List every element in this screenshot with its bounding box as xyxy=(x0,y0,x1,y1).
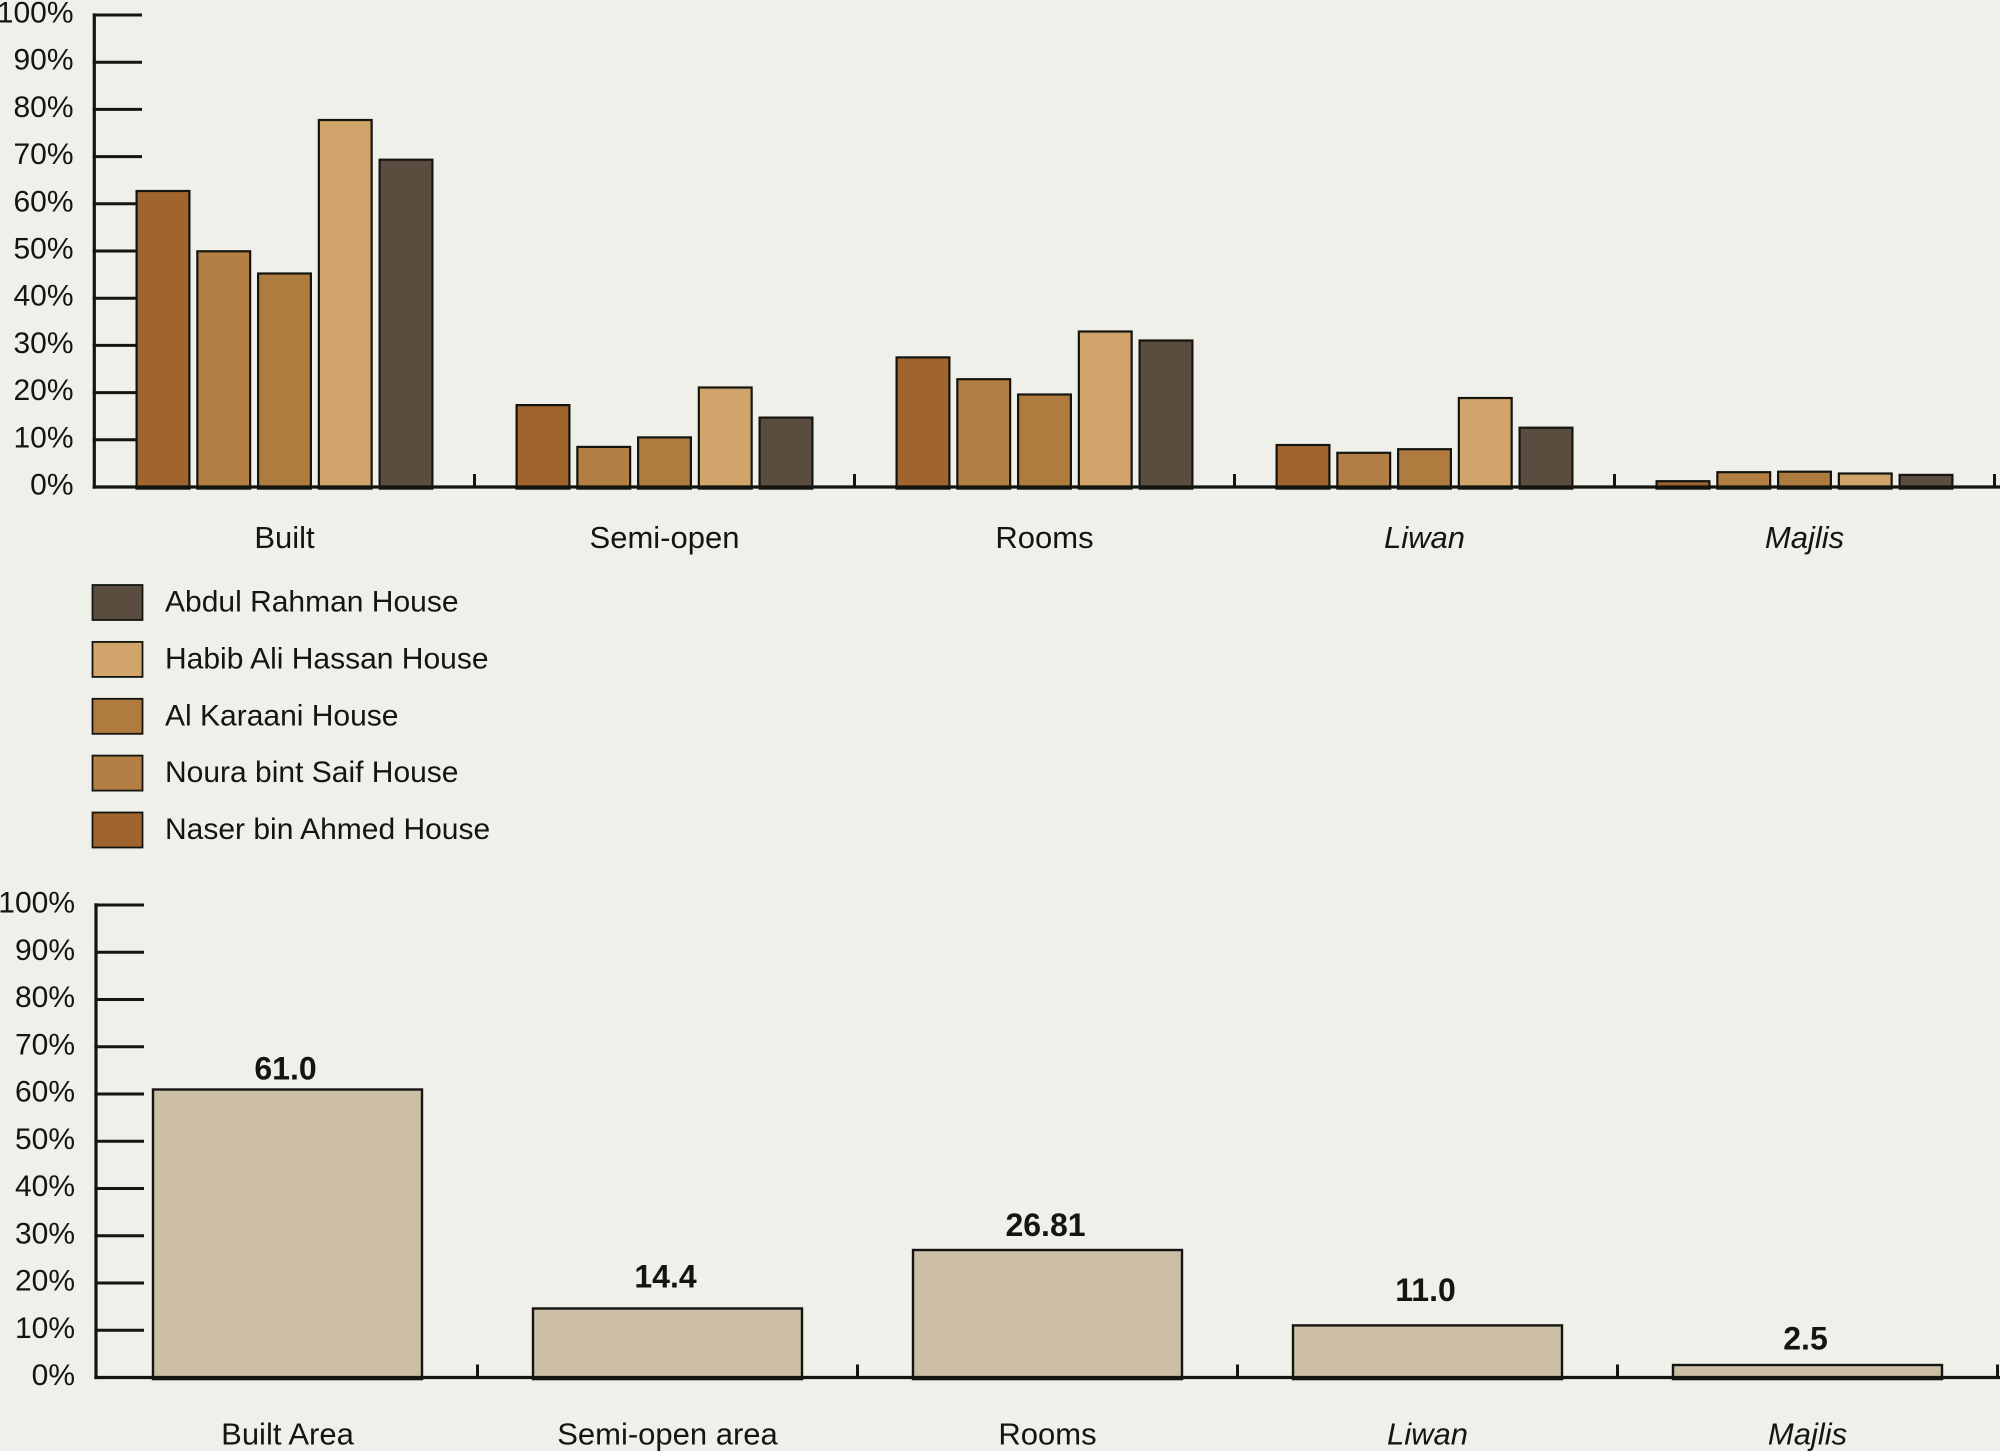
svg-text:70%: 70% xyxy=(15,1028,75,1061)
svg-text:Rooms: Rooms xyxy=(998,1416,1096,1451)
svg-text:Noura bint Saif House: Noura bint Saif House xyxy=(165,756,459,789)
svg-text:Abdul Rahman House: Abdul Rahman House xyxy=(165,586,459,619)
svg-text:70%: 70% xyxy=(13,138,73,171)
svg-text:0%: 0% xyxy=(30,469,73,502)
svg-text:50%: 50% xyxy=(15,1123,75,1156)
svg-text:30%: 30% xyxy=(15,1217,75,1250)
svg-text:20%: 20% xyxy=(13,374,73,407)
svg-text:60%: 60% xyxy=(13,185,73,218)
svg-text:50%: 50% xyxy=(13,233,73,266)
svg-text:26.81: 26.81 xyxy=(1005,1207,1085,1243)
svg-text:100%: 100% xyxy=(0,887,75,920)
svg-text:Built: Built xyxy=(254,520,315,555)
svg-text:Built Area: Built Area xyxy=(221,1416,354,1451)
svg-text:2.5: 2.5 xyxy=(1783,1321,1827,1357)
svg-text:Rooms: Rooms xyxy=(995,520,1093,555)
svg-text:Habib Ali Hassan House: Habib Ali Hassan House xyxy=(165,642,489,675)
svg-text:Semi-open area: Semi-open area xyxy=(557,1416,778,1451)
svg-text:Semi-open: Semi-open xyxy=(590,520,740,555)
svg-text:80%: 80% xyxy=(13,91,73,124)
svg-text:Liwan: Liwan xyxy=(1387,1416,1468,1451)
svg-text:61.0: 61.0 xyxy=(254,1051,316,1087)
svg-text:90%: 90% xyxy=(15,934,75,967)
svg-text:Liwan: Liwan xyxy=(1384,520,1465,555)
svg-text:20%: 20% xyxy=(15,1265,75,1298)
svg-text:10%: 10% xyxy=(13,421,73,454)
svg-text:40%: 40% xyxy=(15,1170,75,1203)
svg-text:11.0: 11.0 xyxy=(1395,1272,1456,1308)
svg-text:Majlis: Majlis xyxy=(1768,1416,1847,1451)
svg-text:Majlis: Majlis xyxy=(1765,520,1844,555)
svg-text:Al Karaani House: Al Karaani House xyxy=(165,699,398,732)
svg-text:100%: 100% xyxy=(0,0,74,30)
svg-text:14.4: 14.4 xyxy=(634,1259,696,1295)
svg-text:30%: 30% xyxy=(13,327,73,360)
svg-text:90%: 90% xyxy=(13,44,73,77)
svg-text:10%: 10% xyxy=(15,1312,75,1345)
svg-text:0%: 0% xyxy=(32,1359,75,1392)
svg-text:40%: 40% xyxy=(13,280,73,313)
svg-text:Naser bin Ahmed House: Naser bin Ahmed House xyxy=(165,813,490,846)
svg-text:80%: 80% xyxy=(15,981,75,1014)
svg-text:60%: 60% xyxy=(15,1076,75,1109)
